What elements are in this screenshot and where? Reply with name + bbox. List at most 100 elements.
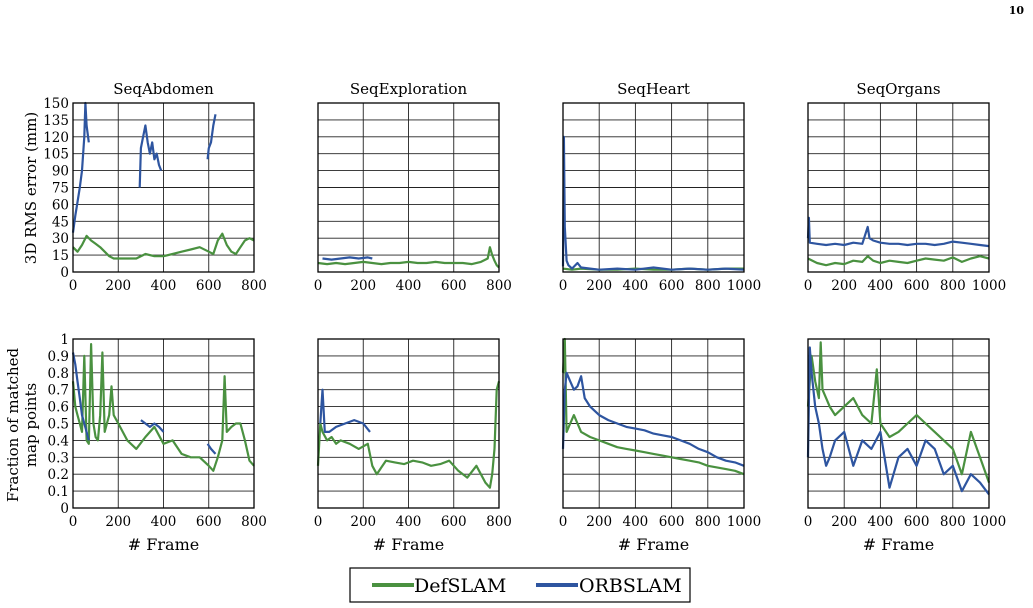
panel-4-ytick-4: 0.4	[48, 433, 69, 449]
panel-0-series-1	[71, 101, 90, 233]
panel-3: 0 200 400 600 800 1000 SeqOrgans	[804, 80, 1006, 294]
panel-1-xtick-4: 800	[486, 278, 512, 294]
panel-6-xtick-0: 0	[559, 514, 568, 530]
panel-6: 0 200 400 600 800 1000 # Frame	[559, 337, 761, 554]
panel-6-xtick-3: 600	[659, 514, 685, 530]
panel-4-ytick-1: 0.1	[48, 484, 69, 500]
panel-4-series-3	[206, 443, 217, 455]
panel-0-ytick-4: 60	[52, 197, 69, 213]
panel-5-xtick-0: 0	[314, 514, 323, 530]
panel-1: 0 200 400 600 800 SeqExploration	[314, 80, 512, 294]
panel-5-xlabel: # Frame	[373, 535, 444, 554]
panel-4-ytick-8: 0.8	[48, 366, 69, 382]
panel-4-series-1	[71, 352, 90, 441]
panel-4: 0 200 400 600 800 00.10.20.30.40.50.60.70.80.…	[48, 332, 267, 554]
panel-0-xtick-2: 400	[151, 278, 177, 294]
panel-3-xtick-0: 0	[804, 278, 813, 294]
panel-0-ytick-8: 120	[43, 130, 69, 146]
panel-5-xtick-1: 200	[350, 514, 376, 530]
panel-4-ytick-10: 1	[60, 332, 69, 348]
panel-0-series-3	[206, 114, 217, 160]
panel-5-series-0	[316, 381, 501, 489]
panel-4-ytick-0: 0	[60, 501, 69, 517]
panel-6-frame	[562, 338, 745, 509]
panel-7-series-0	[806, 341, 991, 483]
panel-6-series-1	[561, 371, 745, 467]
panel-4-xtick-4: 800	[241, 514, 267, 530]
panel-3-xtick-5: 1000	[972, 278, 1006, 294]
panel-1-series-1	[322, 256, 373, 261]
panel-4-xlabel: # Frame	[128, 535, 199, 554]
panel-7-xtick-3: 600	[904, 514, 930, 530]
panel-4-ytick-2: 0.2	[48, 467, 69, 483]
panel-5: 0 200 400 600 800 # Frame	[314, 338, 512, 554]
panel-4-series-0	[71, 343, 255, 472]
panel-0-ytick-1: 15	[52, 248, 69, 264]
page-number: 10	[1009, 4, 1025, 17]
panel-0-xtick-3: 600	[196, 278, 222, 294]
panel-2-xtick-1: 200	[586, 278, 612, 294]
panel-2-frame	[562, 102, 745, 273]
chart-panels: 0 200 400 600 8000153045607590105120135150Se…	[43, 80, 1006, 554]
panel-1-title: SeqExploration	[350, 80, 468, 98]
panel-4-ytick-6: 0.6	[48, 400, 69, 416]
legend-orbslam-label: ORBSLAM	[579, 575, 682, 597]
panel-6-series-0	[561, 337, 745, 476]
panel-6-xtick-2: 400	[623, 514, 649, 530]
panel-4-frame	[72, 338, 255, 509]
panel-7-xtick-0: 0	[804, 514, 813, 530]
panel-1-frame	[317, 102, 500, 273]
panel-1-xtick-2: 400	[396, 278, 422, 294]
panel-4-ytick-5: 0.5	[48, 417, 69, 433]
panel-1-xtick-0: 0	[314, 278, 323, 294]
panel-4-ytick-3: 0.3	[48, 450, 69, 466]
panel-0-title: SeqAbdomen	[113, 80, 214, 98]
panel-5-xtick-3: 600	[441, 514, 467, 530]
panel-2-xtick-4: 800	[695, 278, 721, 294]
bottom-row-y-label-line1: Fraction of matched	[4, 347, 22, 502]
panel-0-xtick-1: 200	[105, 278, 131, 294]
panel-3-xtick-4: 800	[940, 278, 966, 294]
panel-4-xtick-3: 600	[196, 514, 222, 530]
panel-7-xtick-4: 800	[940, 514, 966, 530]
panel-7-xtick-2: 400	[868, 514, 894, 530]
panel-2-xtick-5: 1000	[727, 278, 761, 294]
panel-5-series-1	[319, 388, 371, 433]
panel-2-xtick-0: 0	[559, 278, 568, 294]
panel-7: 0 200 400 600 800 1000 # Frame	[804, 338, 1006, 554]
panel-0-ytick-2: 30	[52, 231, 69, 247]
panel-2-title: SeqHeart	[617, 80, 690, 98]
panel-6-xlabel: # Frame	[618, 535, 689, 554]
panel-3-xtick-3: 600	[904, 278, 930, 294]
panel-0-xtick-0: 0	[69, 278, 78, 294]
panel-4-ytick-7: 0.7	[48, 383, 69, 399]
panel-0-ytick-7: 105	[43, 147, 69, 163]
panel-3-series-0	[807, 255, 990, 267]
panel-0-frame	[72, 102, 255, 273]
panel-4-ytick-9: 0.9	[48, 349, 69, 365]
panel-6-xtick-5: 1000	[727, 514, 761, 530]
panel-0-ytick-0: 0	[60, 265, 69, 281]
legend: DefSLAM ORBSLAM	[349, 567, 691, 603]
panel-7-xtick-1: 200	[831, 514, 857, 530]
panel-1-xtick-3: 600	[441, 278, 467, 294]
panel-6-xtick-1: 200	[586, 514, 612, 530]
panel-0-series-0	[72, 232, 255, 260]
panel-4-xtick-1: 200	[105, 514, 131, 530]
panel-1-xtick-1: 200	[350, 278, 376, 294]
panel-0-ytick-9: 135	[43, 113, 69, 129]
panel-0-ytick-6: 90	[52, 164, 69, 180]
bottom-row-y-label-line2: map points	[22, 383, 40, 467]
panel-5-xtick-4: 800	[486, 514, 512, 530]
panel-2: 0 200 400 600 800 1000 SeqHeart	[559, 80, 761, 294]
panel-3-xtick-1: 200	[831, 278, 857, 294]
panel-2-xtick-2: 400	[623, 278, 649, 294]
panel-0-series-2	[138, 124, 163, 188]
panel-1-series-0	[317, 246, 500, 269]
panel-3-series-1	[806, 216, 990, 248]
panel-4-xtick-2: 400	[151, 514, 177, 530]
panel-0-ytick-5: 75	[52, 181, 69, 197]
panel-3-xtick-2: 400	[868, 278, 894, 294]
